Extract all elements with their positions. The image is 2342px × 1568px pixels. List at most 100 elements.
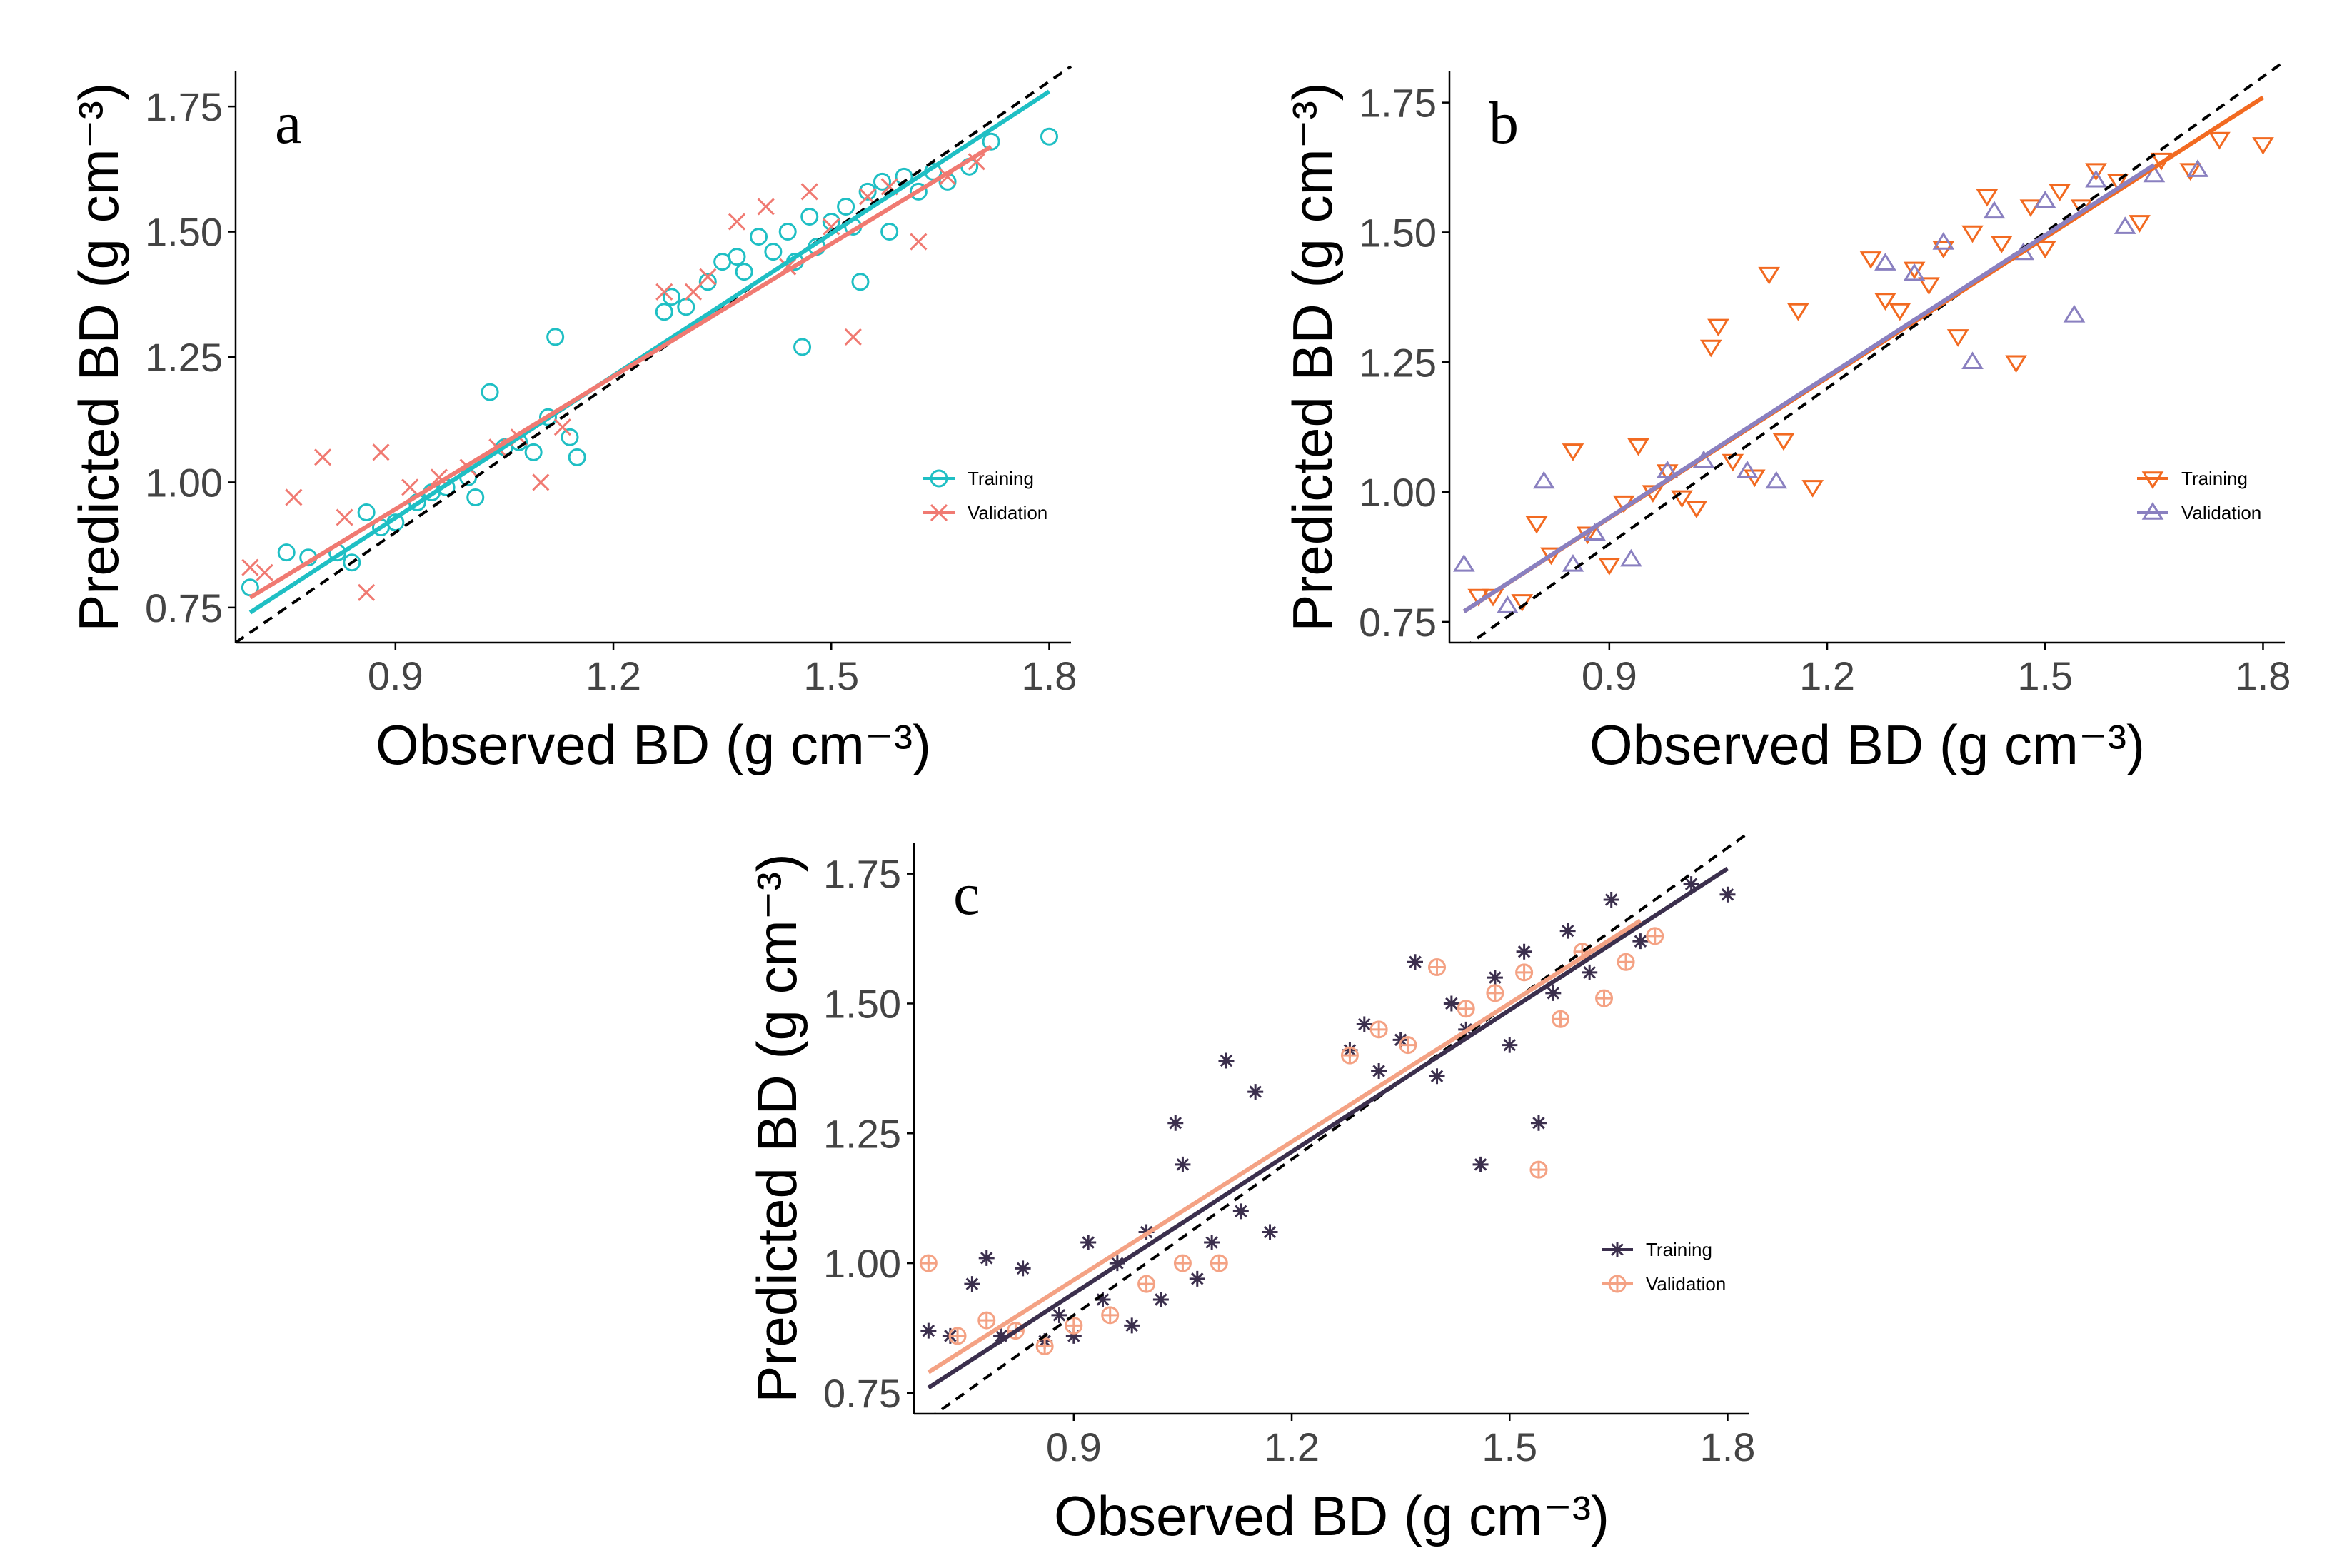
data-point-shape (2143, 164, 2166, 183)
data-point (1356, 1016, 1372, 1032)
data-point-shape (2129, 215, 2151, 233)
data-point-shape (1218, 1052, 1235, 1069)
data-point (822, 213, 840, 231)
data-point (684, 283, 703, 301)
data-point-cross (1175, 1255, 1191, 1272)
panel-label: a (275, 90, 301, 156)
x-tick-label: 1.8 (1700, 1424, 1756, 1469)
data-point (1515, 963, 1534, 982)
data-point (336, 508, 353, 526)
data-point (844, 328, 862, 346)
data-point (2208, 131, 2231, 150)
data-point-shape (1874, 293, 1896, 311)
data-point (1015, 1260, 1031, 1277)
data-point (2186, 159, 2209, 177)
fit-line-validation (248, 144, 992, 600)
data-point (1976, 189, 1999, 207)
data-point-shape (844, 328, 862, 346)
data-point-shape (1983, 201, 2006, 219)
data-point-shape (2114, 216, 2136, 234)
data-point-shape (256, 563, 273, 581)
legend-label: Training (1646, 1239, 1712, 1260)
data-point (1371, 1063, 1387, 1079)
data-point (1152, 1292, 1169, 1307)
legend-marker-shape (2141, 502, 2164, 520)
data-point-shape (1232, 1203, 1249, 1220)
data-point-shape (1559, 923, 1576, 939)
series-training-points (1467, 131, 2274, 612)
data-point-shape (1124, 1317, 1140, 1334)
data-point (1551, 1010, 1569, 1028)
data-point-cross (1138, 1276, 1155, 1292)
data-point (1487, 970, 1503, 986)
data-point (2034, 190, 2056, 208)
data-point (1247, 1084, 1264, 1100)
y-tick-label: 0.75 (145, 586, 223, 630)
data-point (1218, 1052, 1235, 1069)
y-tick-label: 1.50 (823, 981, 901, 1026)
data-point-cross (920, 1255, 937, 1272)
data-point-shape (1530, 1115, 1547, 1131)
data-point-shape (1632, 933, 1649, 950)
x-tick-label: 1.5 (2017, 653, 2073, 698)
data-point (546, 328, 565, 346)
data-point-shape (1699, 339, 1722, 358)
data-point-shape (1685, 501, 1708, 518)
data-point-shape (2179, 163, 2202, 181)
data-point-shape (909, 182, 928, 201)
panel-label: b (1489, 90, 1519, 156)
data-point-shape (357, 503, 376, 522)
x-tick-label: 1.2 (1799, 653, 1855, 698)
data-point-shape (430, 468, 448, 486)
y-axis-title: Predicted BD (g cm⁻³) (67, 82, 130, 631)
data-point-shape (1736, 461, 1759, 478)
series-validation-points (1452, 159, 2209, 613)
data-point (750, 228, 768, 246)
data-point (1903, 263, 1926, 281)
y-tick-label: 1.25 (1359, 340, 1437, 385)
data-point (778, 223, 797, 241)
legend-marker-shape (930, 503, 948, 522)
data-point (1736, 461, 1759, 478)
data-point-shape (1859, 251, 1882, 269)
data-point-shape (1765, 471, 1788, 489)
data-point (2085, 169, 2107, 188)
x-tick-label: 0.9 (1582, 653, 1637, 698)
data-point (2106, 173, 2129, 191)
plot-area (1452, 59, 2286, 643)
data-point-shape (1961, 225, 1984, 243)
data-point (2005, 355, 2027, 373)
y-tick-label: 1.00 (823, 1241, 901, 1286)
data-point (1903, 261, 1926, 280)
data-point-shape (1603, 892, 1619, 908)
data-point-shape (553, 418, 571, 436)
data-point (1399, 1036, 1417, 1055)
y-axis-title: Predicted BD (g cm⁻³) (1281, 82, 1344, 631)
data-point (793, 338, 812, 356)
data-point (1874, 293, 1896, 311)
data-point-shape (1627, 438, 1649, 456)
data-point-cross (1065, 1317, 1082, 1334)
data-point (910, 233, 928, 251)
data-point-cross (1399, 1037, 1416, 1053)
x-tick-label: 0.9 (1046, 1424, 1102, 1469)
y-tick-label: 1.75 (145, 84, 223, 129)
data-point (1559, 923, 1576, 939)
data-point (1530, 1115, 1547, 1131)
data-point (1532, 471, 1555, 489)
legend-marker-cross (1609, 1276, 1625, 1292)
data-point-shape (1619, 548, 1642, 567)
data-point-shape (1525, 516, 1548, 534)
data-point (1627, 438, 1649, 456)
data-point (2049, 184, 2071, 202)
data-point-shape (1976, 189, 1999, 207)
data-point-cross (1458, 1000, 1474, 1017)
data-point (1173, 1254, 1192, 1272)
data-point-cross (1530, 1162, 1547, 1178)
data-point (2114, 216, 2136, 234)
data-point (1232, 1203, 1249, 1220)
data-point (1529, 1160, 1548, 1179)
data-point (1392, 1032, 1409, 1048)
data-point (1369, 1020, 1388, 1039)
data-point-shape (677, 298, 695, 316)
